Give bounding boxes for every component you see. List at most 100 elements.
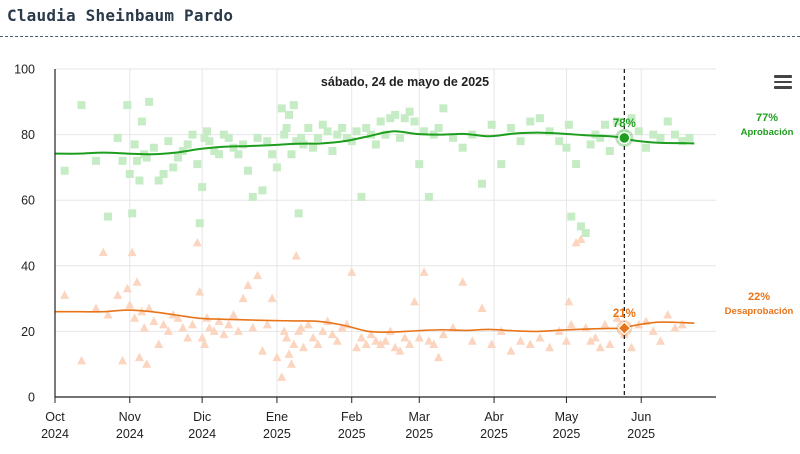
disapproval-poll-point (195, 287, 205, 296)
approval-legend-label: Aprobación (741, 127, 794, 138)
disapproval-poll-point (118, 355, 128, 365)
disapproval-poll-point (347, 267, 357, 276)
disapproval-poll-point (376, 339, 386, 349)
approval-poll-point (591, 130, 600, 139)
disapproval-poll-point (627, 342, 637, 352)
disapproval-poll-point (178, 323, 188, 332)
x-tick-year: 2025 (553, 427, 581, 441)
approval-poll-point (352, 127, 361, 136)
approval-poll-point (198, 183, 207, 192)
disapproval-poll-point (127, 247, 137, 257)
approval-poll-point (183, 140, 192, 149)
approval-hover-marker (618, 131, 631, 145)
disapproval-poll-point (337, 323, 347, 332)
x-tick-year: 2024 (188, 427, 216, 441)
approval-poll-point (685, 133, 694, 142)
approval-poll-point (277, 104, 286, 113)
approval-poll-point (458, 143, 467, 152)
approval-poll-point (405, 107, 414, 116)
hover-date-label: sábado, 24 de mayo de 2025 (321, 75, 489, 89)
disapproval-poll-point (545, 342, 555, 352)
approval-poll-point (613, 117, 622, 126)
approval-poll-point (487, 120, 496, 129)
approval-poll-point (410, 117, 419, 126)
y-tick-label: 80 (21, 128, 35, 142)
approval-poll-point (268, 150, 277, 159)
approval-poll-point (248, 192, 257, 201)
disapproval-poll-point (262, 319, 272, 329)
disapproval-poll-point (395, 346, 405, 355)
disapproval-poll-point (318, 326, 328, 335)
approval-poll-point (516, 137, 525, 146)
disapproval-poll-point (122, 283, 132, 293)
approval-poll-point (506, 124, 515, 133)
approval-poll-point (200, 133, 209, 142)
approval-poll-point (133, 156, 142, 165)
disapproval-poll-point (291, 250, 301, 260)
approval-poll-point (280, 130, 289, 139)
disapproval-poll-point (139, 323, 149, 332)
disapproval-poll-point (163, 326, 173, 335)
approval-poll-point (195, 219, 204, 228)
approval-poll-point (564, 120, 573, 129)
approval-poll-point (125, 169, 134, 178)
approval-poll-point (282, 124, 291, 133)
disapproval-poll-point (214, 316, 224, 326)
disapproval-poll-point (561, 336, 571, 345)
approval-poll-point (258, 186, 267, 195)
approval-poll-point (581, 229, 590, 237)
disapproval-poll-point (313, 339, 323, 349)
approval-poll-point (215, 150, 224, 159)
approval-poll-point (193, 160, 202, 169)
disapproval-poll-point (113, 290, 123, 299)
disapproval-poll-point (77, 355, 87, 365)
approval-poll-points (60, 97, 694, 237)
x-tick-year: 2024 (116, 427, 144, 441)
disapproval-poll-point (677, 319, 687, 329)
chart-menu-button[interactable] (774, 75, 792, 91)
disapproval-poll-point (535, 332, 545, 342)
approval-poll-point (381, 130, 390, 139)
approval-poll-point (164, 137, 173, 146)
disapproval-poll-point (308, 332, 318, 342)
disapproval-poll-point (327, 329, 337, 339)
disapproval-poll-point (586, 336, 596, 345)
approval-poll-point (323, 127, 332, 136)
disapproval-poll-point (332, 336, 342, 345)
disapproval-poll-point (296, 323, 306, 332)
approval-poll-point (342, 133, 351, 142)
approval-poll-point (104, 212, 113, 221)
approval-trend-line (54, 130, 695, 156)
disapproval-poll-point (267, 293, 277, 303)
disapproval-poll-point (98, 247, 108, 257)
series-labels: 77% Aprobación 22% Desaprobación (725, 112, 794, 317)
x-tick-month: Oct (45, 410, 65, 424)
approval-poll-point (239, 140, 248, 149)
approval-poll-point (545, 127, 554, 136)
disapproval-poll-point (209, 326, 219, 335)
approval-poll-point (424, 192, 433, 201)
disapproval-poll-point (648, 326, 658, 335)
approval-poll-point (367, 130, 376, 139)
approval-poll-point (205, 137, 214, 146)
approval-poll-point (135, 176, 144, 185)
x-tick-month: Ene (266, 410, 288, 424)
disapproval-poll-point (289, 339, 299, 349)
approval-poll-point (576, 222, 585, 231)
disapproval-poll-point (419, 267, 429, 276)
approval-poll-point (567, 212, 576, 221)
approval-poll-point (526, 117, 535, 126)
disapproval-poll-point (467, 336, 477, 345)
disapproval-poll-point (566, 319, 576, 329)
x-tick-month: Dic (193, 410, 211, 424)
approval-poll-point (294, 209, 303, 218)
approval-poll-point (188, 130, 197, 139)
approval-poll-point (287, 150, 296, 159)
approval-poll-point (555, 137, 564, 146)
approval-poll-point (586, 140, 595, 149)
approval-poll-point (285, 110, 294, 119)
disapproval-poll-point (202, 313, 212, 322)
approval-poll-point (272, 163, 281, 172)
approval-poll-point (415, 160, 424, 169)
